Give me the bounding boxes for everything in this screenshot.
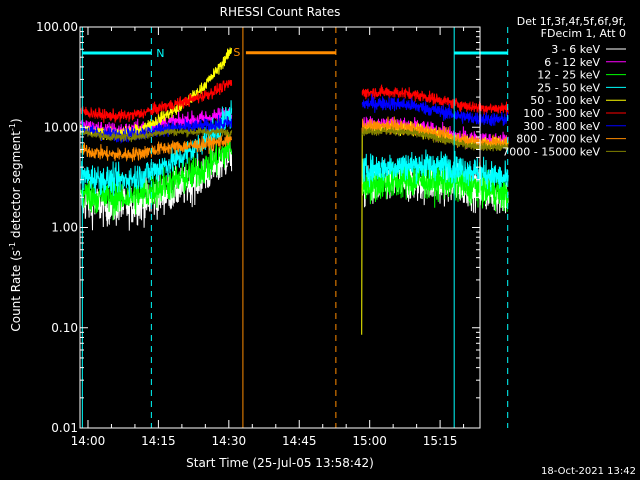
x-tick-label: 15:00 — [352, 434, 387, 448]
y-tick-label: 0.10 — [51, 321, 78, 335]
series-layer — [80, 47, 509, 335]
legend-entry-label: 7000 - 15000 keV — [502, 145, 600, 158]
y-label-close: ) — [9, 118, 23, 123]
y-label-main: Count Rate (s — [9, 250, 23, 332]
y-tick-label: 10.00 — [44, 120, 78, 134]
series-line-pre — [80, 131, 233, 221]
x-tick-label: 15:15 — [423, 434, 458, 448]
legend-entry-label: 12 - 25 keV — [537, 69, 600, 82]
chart-title: RHESSI Count Rates — [220, 5, 341, 19]
y-label-sup: -1 — [8, 242, 17, 250]
series-line-pre — [80, 79, 233, 123]
y-tick-label: 0.01 — [51, 421, 78, 435]
legend-entry-label: 300 - 800 keV — [523, 120, 600, 133]
y-tick-label: 1.00 — [51, 221, 78, 235]
y-label-sup2: -1 — [8, 123, 17, 131]
x-tick-label: 14:45 — [282, 434, 317, 448]
legend-entry-label: 6 - 12 keV — [544, 56, 600, 69]
y-tick-label: 100.00 — [36, 20, 78, 34]
saa-label: S — [233, 46, 240, 59]
x-tick-label: 14:30 — [212, 434, 247, 448]
axis-layer: 14:00 14:15 14:30 14:45 15:00 15:15 0.01 0.10 1.… — [36, 20, 481, 448]
legend-entry-label: 800 - 7000 keV — [516, 133, 600, 146]
series-line-post — [361, 149, 509, 192]
legend-entry-label: 100 - 300 keV — [523, 107, 600, 120]
y-label-tail: detector segment — [9, 131, 23, 242]
series-line-post — [361, 158, 509, 212]
series-line-pre — [80, 132, 233, 162]
legend-header-line: FDecim 1, Att 0 — [541, 27, 626, 40]
series-line-post — [361, 126, 509, 152]
legend: Det 1f,3f,4f,5f,6f,9f,FDecim 1, Att 0 3 -… — [502, 15, 626, 158]
legend-entry-label: 25 - 50 keV — [537, 81, 600, 94]
series-line-pre — [80, 135, 233, 231]
timestamp: 18-Oct-2021 13:42 — [541, 466, 636, 477]
legend-entry-label: 50 - 100 keV — [530, 94, 600, 107]
y-axis-label: Count Rate (s-1 detector segment-1) — [8, 118, 23, 331]
series-line-post — [361, 93, 509, 127]
legend-entry-label: 3 - 6 keV — [551, 43, 600, 56]
night-label: N — [156, 47, 164, 60]
x-tick-label: 14:15 — [141, 434, 176, 448]
x-axis-label: Start Time (25-Jul-05 13:58:42) — [186, 456, 374, 470]
series-line-pre — [80, 126, 233, 143]
x-tick-label: 14:00 — [71, 434, 106, 448]
legend-header-line: Det 1f,3f,4f,5f,6f,9f, — [517, 15, 626, 28]
